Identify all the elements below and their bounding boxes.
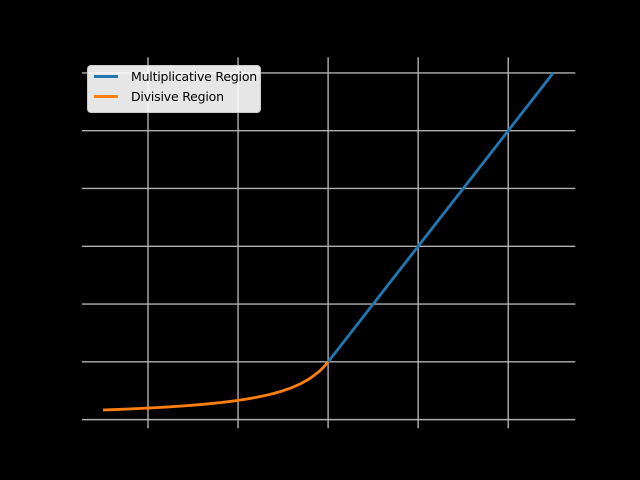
legend: Multiplicative Region Divisive Region: [87, 65, 261, 113]
legend-line-sample-blue: [94, 75, 118, 79]
multiplicative-region-line: [327, 72, 555, 363]
legend-line-sample-orange: [94, 94, 118, 98]
legend-item-divisive-region: Divisive Region: [94, 87, 260, 107]
divisive-region-line: [102, 360, 330, 412]
legend-label-multiplicative-region: Multiplicative Region: [131, 69, 257, 84]
legend-label-divisive-region: Divisive Region: [131, 88, 224, 104]
legend-item-multiplicative-region: Multiplicative Region: [94, 67, 260, 87]
